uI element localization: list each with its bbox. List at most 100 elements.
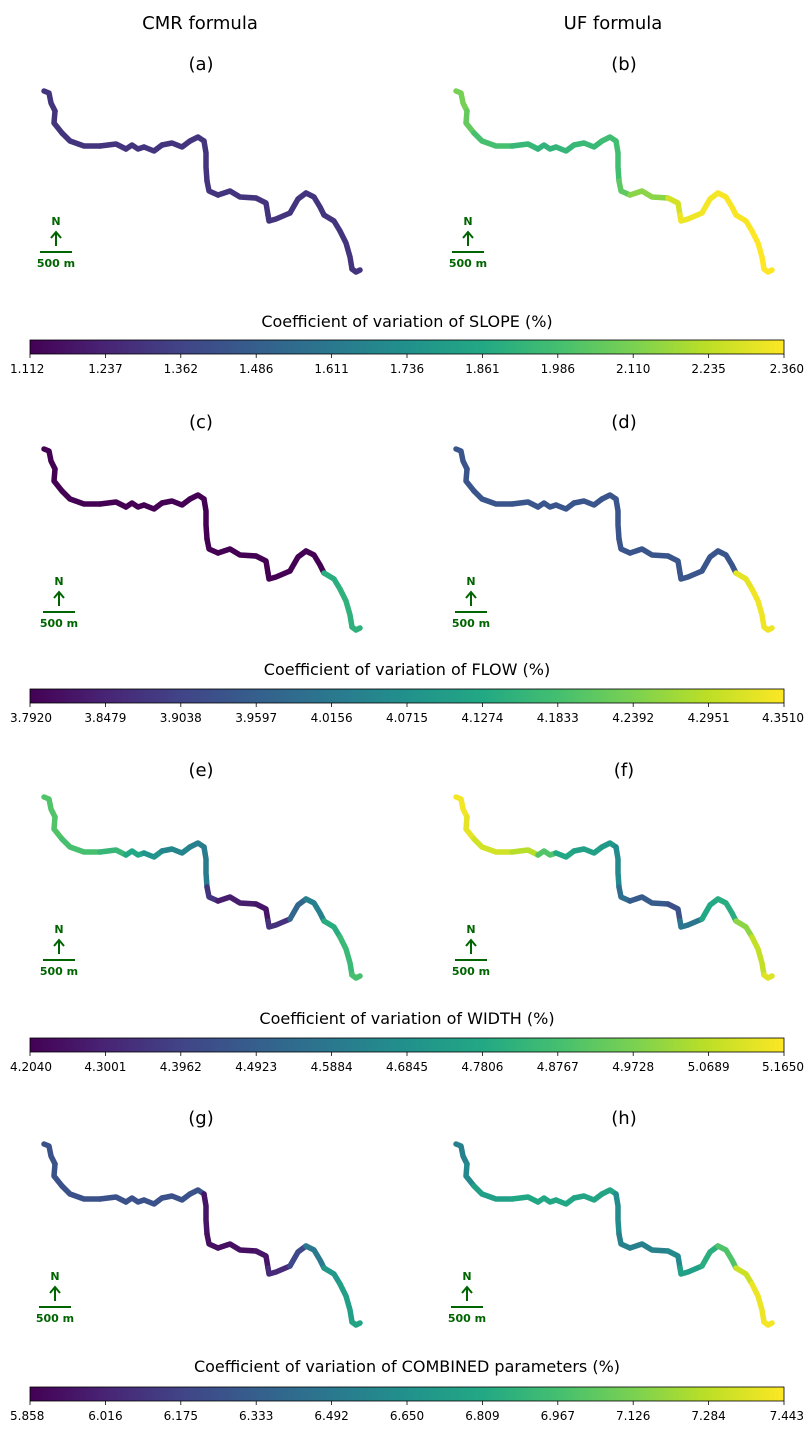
colorbar-tick-label: 4.8767	[537, 1060, 579, 1074]
river-segment	[553, 1195, 577, 1207]
colorbar-tick-label: 4.6845	[386, 1060, 428, 1074]
colorbar-tick-label: 1.611	[314, 362, 348, 376]
river-segment	[453, 446, 470, 472]
river-segment	[627, 894, 671, 907]
north-label: N	[463, 215, 472, 228]
river-segment	[321, 212, 343, 234]
colorbar-label: Coefficient of variation of FLOW (%)	[264, 660, 550, 679]
colorbar-tick-label: 4.0156	[311, 711, 353, 725]
river-segment	[253, 1248, 271, 1271]
river-segment	[715, 190, 739, 218]
scale-length-label: 500 m	[452, 617, 490, 630]
colorbar-tick-label: 6.333	[239, 1409, 273, 1423]
river-segment	[613, 844, 622, 890]
map-panel-b: (b) N 500 m	[449, 54, 775, 275]
river-segment	[761, 624, 775, 633]
colorbar-label: Coefficient of variation of COMBINED par…	[194, 1357, 620, 1376]
map-panel-a: (a) N 500 m	[37, 54, 363, 275]
colorbar-tick-label: 2.110	[616, 362, 650, 376]
north-arrow-scale: N 500 m	[448, 1270, 486, 1325]
river-segment	[123, 848, 147, 858]
river-segment	[471, 836, 515, 855]
colorbar-gradient	[29, 1037, 785, 1053]
north-arrow-head-icon	[461, 1285, 473, 1294]
river-segment	[253, 901, 271, 924]
river-segment	[733, 212, 755, 234]
river-segment	[553, 500, 577, 512]
river-segment	[616, 1231, 633, 1251]
colorbar-tick-label: 3.9597	[235, 711, 277, 725]
river-segment	[51, 1161, 65, 1189]
river-segment	[51, 466, 65, 494]
north-arrow-head-icon	[53, 938, 65, 947]
colorbar-gradient	[29, 339, 785, 355]
river-segment	[201, 496, 210, 542]
north-arrow-scale: N 500 m	[40, 923, 78, 978]
colorbar-tick-label: 4.0715	[386, 711, 428, 725]
river-segment	[123, 142, 147, 152]
north-label: N	[466, 575, 475, 588]
colorbar-tick-label: 5.1650	[762, 1060, 804, 1074]
river-segment	[699, 896, 721, 922]
colorbar-tick-label: 4.1833	[537, 711, 579, 725]
river-segment	[141, 848, 165, 860]
river-segment	[665, 195, 683, 218]
north-label: N	[50, 1270, 59, 1283]
river-segment	[733, 570, 755, 592]
river-segment	[201, 138, 210, 184]
river-segment	[59, 836, 103, 855]
river-segment	[123, 500, 147, 510]
colorbar-tick-label: 4.9728	[612, 1060, 654, 1074]
north-arrow-scale: N 500 m	[449, 215, 487, 270]
river-segment	[303, 896, 327, 924]
scale-length-label: 500 m	[452, 965, 490, 978]
colorbar: Coefficient of variation of SLOPE (%) 1.1…	[10, 312, 804, 376]
colorbars: Coefficient of variation of SLOPE (%) 1.1…	[10, 312, 804, 1423]
colorbar-tick-label: 7.443	[770, 1409, 804, 1423]
colorbar-label: Coefficient of variation of WIDTH (%)	[259, 1009, 554, 1028]
river-segment	[321, 570, 343, 592]
river-segment	[535, 848, 559, 858]
river-segment	[59, 130, 103, 149]
river-segment	[571, 1191, 605, 1203]
river-segment	[571, 138, 605, 150]
river-segment	[215, 188, 259, 201]
river-segment	[349, 624, 363, 633]
colorbar-tick-label: 5.0689	[688, 1060, 730, 1074]
river-segment	[613, 1191, 622, 1237]
river-segment	[349, 266, 363, 275]
river-segment	[321, 918, 343, 940]
colorbar-gradient	[29, 688, 785, 704]
river-segment	[97, 499, 129, 510]
colorbar-tick-label: 6.175	[164, 1409, 198, 1423]
north-arrow-head-icon	[465, 938, 477, 947]
colorbar-tick-label: 4.3001	[84, 1060, 126, 1074]
river-segment	[571, 496, 605, 508]
river-segment	[159, 844, 193, 856]
north-label: N	[54, 575, 63, 588]
river-segment	[715, 896, 739, 924]
river-segment	[204, 536, 221, 556]
river-segment	[471, 130, 515, 149]
river-segment	[535, 142, 559, 152]
map-panel-g: (g) N 500 m	[36, 1108, 363, 1328]
colorbar-tick-label: 4.4923	[235, 1060, 277, 1074]
river-segment	[627, 188, 671, 201]
river-segment	[627, 546, 671, 559]
panel-letter: (a)	[188, 54, 213, 75]
river-segment	[287, 190, 309, 216]
colorbar-tick-label: 1.986	[541, 362, 575, 376]
colorbar: Coefficient of variation of FLOW (%) 3.79…	[10, 660, 804, 725]
colorbar-tick-label: 3.8479	[84, 711, 126, 725]
river-segment	[699, 548, 721, 574]
river-segment	[159, 496, 193, 508]
river-segment	[463, 1161, 477, 1189]
river-segment	[715, 1243, 739, 1271]
river-segment	[349, 1319, 363, 1328]
colorbar-tick-label: 4.2951	[688, 711, 730, 725]
river-segment	[349, 972, 363, 981]
map-panel-e: (e) N 500 m	[40, 760, 363, 981]
river-segment	[265, 916, 293, 930]
map-panel-c: (c) N 500 m	[40, 412, 363, 633]
river-segment	[159, 1191, 193, 1203]
